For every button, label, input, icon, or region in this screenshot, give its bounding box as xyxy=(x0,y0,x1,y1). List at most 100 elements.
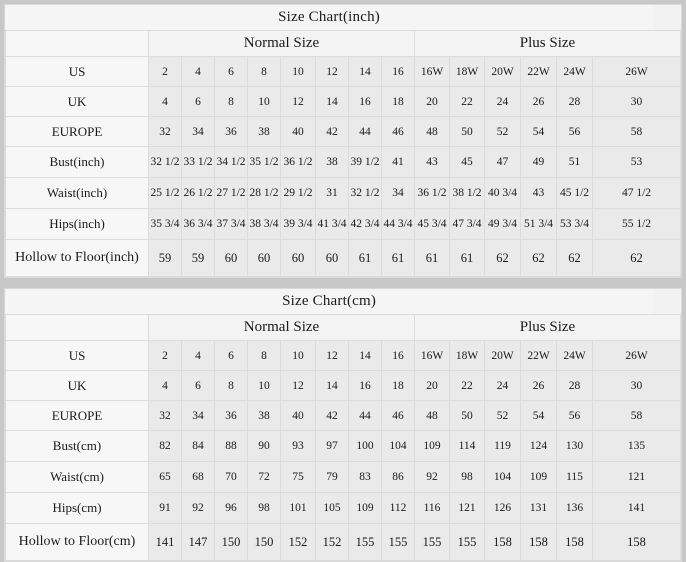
table-cell: 62 xyxy=(484,239,521,277)
table-cell: 52 xyxy=(484,400,521,431)
group-header-plus-size: Plus Size xyxy=(414,314,681,341)
table-cell: 16 xyxy=(381,340,415,371)
row-label: EUROPE xyxy=(5,400,149,431)
table-cell: 147 xyxy=(181,523,215,561)
table-cell: 84 xyxy=(181,430,215,462)
table-cell: 38 3/4 xyxy=(247,208,281,240)
table-cell: 48 xyxy=(414,400,450,431)
table-cell: 40 3/4 xyxy=(484,177,521,209)
table-cell: 8 xyxy=(247,56,281,87)
table-cell: 45 3/4 xyxy=(414,208,450,240)
table-cell: 136 xyxy=(556,492,593,524)
table-cell: 43 xyxy=(414,146,450,178)
table-row: Hips(inch) 35 3/4 36 3/4 37 3/4 38 3/4 39 3/4… xyxy=(5,208,681,240)
table-cell: 51 3/4 xyxy=(520,208,557,240)
table-cell: 26 xyxy=(520,370,557,401)
table-cell: 50 xyxy=(449,400,485,431)
table-cell: 14 xyxy=(315,86,349,117)
table-cell: 49 xyxy=(520,146,557,178)
row-label: Hollow to Floor(inch) xyxy=(5,239,149,277)
table-cell: 32 xyxy=(148,400,182,431)
table-cell: 30 xyxy=(592,370,681,401)
table-cell: 130 xyxy=(556,430,593,462)
table-cell: 58 xyxy=(592,116,681,147)
table-row: EUROPE 32 34 36 38 40 42 44 46 48 50 52 54 56 58 xyxy=(5,116,681,147)
table-cell: 47 3/4 xyxy=(449,208,485,240)
group-header-blank xyxy=(5,314,149,341)
table-cell: 79 xyxy=(315,461,349,493)
table-cell: 35 3/4 xyxy=(148,208,182,240)
table-cell: 48 xyxy=(414,116,450,147)
table-cell: 50 xyxy=(449,116,485,147)
size-chart-table: Size Chart(cm) Normal Size Plus Size US 2 4 6 8… xyxy=(5,289,681,561)
table-cell: 60 xyxy=(247,239,281,277)
table-cell: 44 3/4 xyxy=(381,208,415,240)
table-cell: 135 xyxy=(592,430,681,462)
table-cell: 32 1/2 xyxy=(348,177,382,209)
table-cell: 26W xyxy=(592,340,681,371)
table-cell: 40 xyxy=(280,116,316,147)
group-header-normal-size: Normal Size xyxy=(148,314,415,341)
table-cell: 22 xyxy=(449,86,485,117)
table-cell: 158 xyxy=(520,523,557,561)
table-cell: 114 xyxy=(449,430,485,462)
table-cell: 121 xyxy=(592,461,681,493)
table-row: Hollow to Floor(inch) 59 59 60 60 60 60 61 61 61 6… xyxy=(5,239,681,277)
table-cell: 44 xyxy=(348,116,382,147)
table-cell: 62 xyxy=(520,239,557,277)
table-cell: 155 xyxy=(449,523,485,561)
table-cell: 16W xyxy=(414,56,450,87)
table-cell: 155 xyxy=(348,523,382,561)
table-cell: 150 xyxy=(214,523,248,561)
table-cell: 55 1/2 xyxy=(592,208,681,240)
table-cell: 49 3/4 xyxy=(484,208,521,240)
table-cell: 22 xyxy=(449,370,485,401)
table-cell: 8 xyxy=(214,86,248,117)
table-cell: 24W xyxy=(556,56,593,87)
chart-title: Size Chart(inch) xyxy=(5,5,653,31)
table-cell: 36 xyxy=(214,116,248,147)
table-cell: 61 xyxy=(414,239,450,277)
table-cell: 36 3/4 xyxy=(181,208,215,240)
table-cell: 158 xyxy=(556,523,593,561)
table-cell: 65 xyxy=(148,461,182,493)
table-cell: 47 1/2 xyxy=(592,177,681,209)
row-label: Bust(inch) xyxy=(5,146,149,178)
table-row: UK 4 6 8 10 12 14 16 18 20 22 24 26 28 30 xyxy=(5,370,681,401)
table-cell: 4 xyxy=(148,86,182,117)
table-cell: 25 1/2 xyxy=(148,177,182,209)
table-cell: 18 xyxy=(381,370,415,401)
table-cell: 115 xyxy=(556,461,593,493)
table-cell: 4 xyxy=(181,56,215,87)
table-cell: 26 1/2 xyxy=(181,177,215,209)
group-header-row: Normal Size Plus Size xyxy=(5,30,681,57)
table-cell: 59 xyxy=(181,239,215,277)
table-cell: 10 xyxy=(280,340,316,371)
row-label: Waist(inch) xyxy=(5,177,149,209)
table-cell: 109 xyxy=(348,492,382,524)
row-label: UK xyxy=(5,86,149,117)
table-cell: 155 xyxy=(381,523,415,561)
table-cell: 39 1/2 xyxy=(348,146,382,178)
row-label: EUROPE xyxy=(5,116,149,147)
group-header-normal-size: Normal Size xyxy=(148,30,415,57)
table-cell: 38 xyxy=(247,116,281,147)
table-row: UK 4 6 8 10 12 14 16 18 20 22 24 26 28 30 xyxy=(5,86,681,117)
table-cell: 152 xyxy=(280,523,316,561)
table-cell: 20W xyxy=(484,340,521,371)
table-cell: 36 xyxy=(214,400,248,431)
table-cell: 54 xyxy=(520,116,557,147)
table-cell: 44 xyxy=(348,400,382,431)
table-cell: 16 xyxy=(348,86,382,117)
row-label: Bust(cm) xyxy=(5,430,149,462)
table-cell: 2 xyxy=(148,56,182,87)
table-cell: 60 xyxy=(280,239,316,277)
size-chart-block: Size Chart(inch) Normal Size Plus Size US 2 4… xyxy=(4,4,682,278)
table-cell: 51 xyxy=(556,146,593,178)
table-cell: 62 xyxy=(592,239,681,277)
table-cell: 27 1/2 xyxy=(214,177,248,209)
group-header-row: Normal Size Plus Size xyxy=(5,314,681,341)
table-cell: 18W xyxy=(449,56,485,87)
table-cell: 10 xyxy=(247,86,281,117)
table-cell: 39 3/4 xyxy=(280,208,316,240)
